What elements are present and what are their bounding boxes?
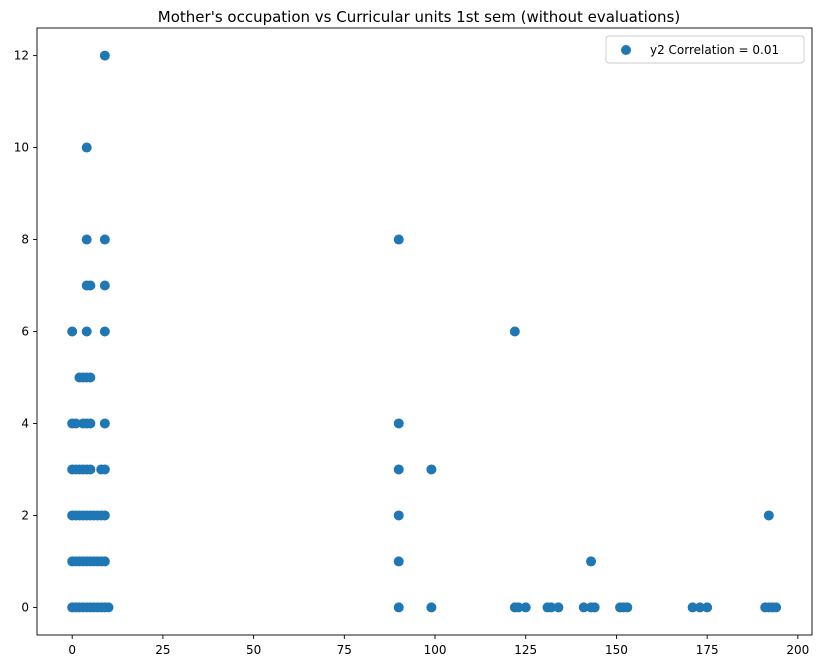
data-points bbox=[67, 50, 782, 613]
x-tick-label: 50 bbox=[246, 643, 261, 657]
data-point bbox=[85, 418, 96, 429]
data-point bbox=[393, 464, 404, 475]
y-tick-label: 6 bbox=[21, 325, 29, 339]
data-point bbox=[99, 556, 110, 567]
y-tick-label: 12 bbox=[14, 49, 29, 63]
data-point bbox=[99, 280, 110, 291]
data-point bbox=[99, 234, 110, 245]
data-point bbox=[99, 50, 110, 61]
x-tick-label: 150 bbox=[605, 643, 628, 657]
data-point bbox=[85, 464, 96, 475]
y-tick-label: 2 bbox=[21, 508, 29, 522]
data-point bbox=[553, 602, 564, 613]
x-tick-label: 125 bbox=[514, 643, 537, 657]
data-point bbox=[426, 602, 437, 613]
data-point bbox=[586, 556, 597, 567]
data-point bbox=[81, 234, 92, 245]
legend-box bbox=[605, 35, 805, 64]
data-point bbox=[393, 602, 404, 613]
data-point bbox=[426, 464, 437, 475]
y-tick-label: 8 bbox=[21, 233, 29, 247]
data-point bbox=[687, 602, 698, 613]
legend-marker bbox=[621, 45, 631, 55]
x-tick-label: 100 bbox=[424, 643, 447, 657]
x-tick-label: 175 bbox=[696, 643, 719, 657]
y-tick-label: 10 bbox=[14, 141, 29, 155]
data-point bbox=[513, 602, 524, 613]
x-axis: 0 25 50 75 100 125 150 175 200 bbox=[68, 635, 809, 657]
data-point bbox=[520, 602, 531, 613]
data-point bbox=[393, 234, 404, 245]
plot-area-frame bbox=[36, 27, 813, 636]
data-point bbox=[578, 602, 589, 613]
data-point bbox=[85, 372, 96, 383]
data-point bbox=[81, 142, 92, 153]
legend: y2 Correlation = 0.01 bbox=[605, 35, 805, 64]
data-point bbox=[771, 602, 782, 613]
data-point bbox=[85, 280, 96, 291]
chart-title: Mother's occupation vs Curricular units … bbox=[158, 8, 680, 26]
data-point bbox=[99, 464, 110, 475]
x-tick-label: 200 bbox=[786, 643, 809, 657]
x-tick-label: 0 bbox=[68, 643, 76, 657]
data-point bbox=[509, 326, 520, 337]
data-point bbox=[589, 602, 600, 613]
data-point bbox=[622, 602, 633, 613]
data-point bbox=[546, 602, 557, 613]
data-point bbox=[67, 326, 78, 337]
data-point bbox=[103, 602, 114, 613]
data-point bbox=[81, 326, 92, 337]
data-point bbox=[99, 510, 110, 521]
data-point bbox=[393, 556, 404, 567]
data-point bbox=[99, 418, 110, 429]
data-point bbox=[694, 602, 705, 613]
data-point bbox=[702, 602, 713, 613]
y-tick-label: 4 bbox=[21, 416, 29, 430]
y-axis: 0 2 4 6 8 10 12 bbox=[14, 49, 37, 614]
x-tick-label: 25 bbox=[155, 643, 170, 657]
x-tick-label: 75 bbox=[337, 643, 352, 657]
legend-label: y2 Correlation = 0.01 bbox=[650, 43, 779, 57]
data-point bbox=[70, 418, 81, 429]
data-point bbox=[763, 510, 774, 521]
data-point bbox=[393, 418, 404, 429]
y-tick-label: 0 bbox=[21, 600, 29, 614]
data-point bbox=[393, 510, 404, 521]
data-point bbox=[99, 326, 110, 337]
